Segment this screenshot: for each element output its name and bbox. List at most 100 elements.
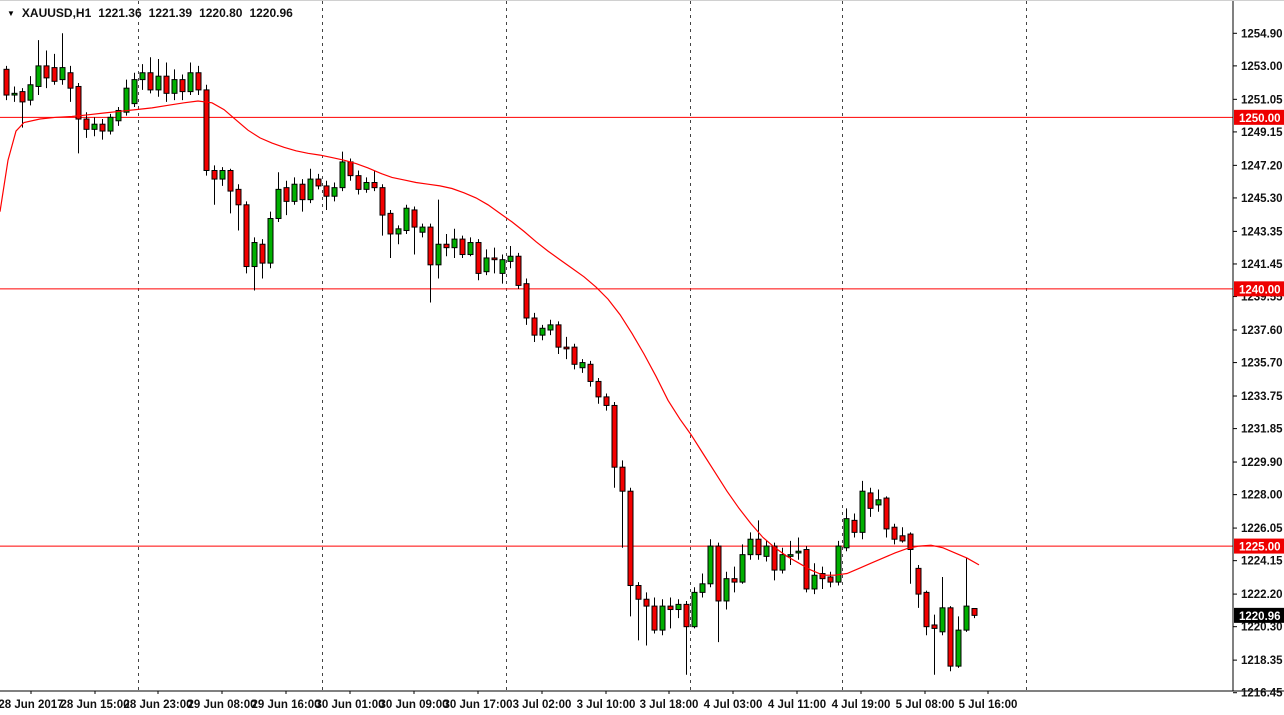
- y-axis-label: 1220.30: [1241, 622, 1283, 634]
- y-axis-label: 1245.30: [1241, 193, 1283, 205]
- symbol-name: XAUUSD,H1: [21, 6, 92, 20]
- y-axis-label: 1235.70: [1241, 358, 1283, 370]
- candle-bull: [699, 583, 706, 593]
- candle-bear: [67, 72, 74, 89]
- candle-bear: [235, 188, 242, 206]
- y-axis-label: 1237.60: [1241, 325, 1283, 337]
- candle-bear: [595, 380, 602, 398]
- candle-bear: [731, 578, 738, 583]
- candle-bull: [811, 574, 818, 590]
- candle-bull: [275, 188, 282, 220]
- candle-bear: [19, 91, 26, 103]
- y-axis-label: 1226.05: [1241, 523, 1283, 535]
- y-axis-label: 1253.00: [1241, 61, 1283, 73]
- candle-bull: [339, 161, 346, 189]
- y-axis-label: 1222.20: [1241, 589, 1283, 601]
- candle-bear: [379, 187, 386, 216]
- candle-bear: [683, 603, 690, 628]
- candle-bull: [499, 259, 506, 274]
- candle-bull: [787, 554, 794, 557]
- candle-bull: [451, 238, 458, 249]
- candle-bull: [107, 116, 114, 132]
- candle-bear: [915, 567, 922, 595]
- candle-bear: [627, 490, 634, 587]
- candle-bear: [315, 178, 322, 187]
- candle-bear: [427, 226, 434, 266]
- candle-bull: [955, 629, 962, 667]
- candle-bear: [283, 187, 290, 202]
- candle-bear: [587, 363, 594, 382]
- candle-bull: [59, 67, 66, 81]
- candle-bull: [547, 324, 554, 331]
- candle-bull: [875, 499, 882, 506]
- candle-bear: [195, 72, 202, 91]
- x-axis-label: 30 Jun 01:00: [315, 699, 384, 711]
- price-level-tag: [1234, 109, 1284, 125]
- price-tag-text: 1225.00: [1239, 542, 1281, 554]
- y-axis-label: 1233.75: [1241, 391, 1283, 403]
- candle-bear: [971, 608, 978, 616]
- candle-bull: [859, 490, 866, 533]
- candle-bull: [579, 362, 586, 369]
- x-axis-label: 30 Jun 09:00: [379, 699, 448, 711]
- candle-bear: [259, 243, 266, 264]
- candle-bear: [243, 204, 250, 268]
- candle-bear: [147, 72, 154, 91]
- candle-bull: [139, 72, 146, 81]
- y-axis-label: 1249.15: [1241, 127, 1283, 139]
- candle-bear: [867, 492, 874, 509]
- candle-bull: [747, 538, 754, 556]
- candle-bear: [211, 169, 218, 180]
- price-tag-text: 1220.96: [1239, 611, 1281, 623]
- candle-bear: [851, 519, 858, 533]
- x-axis-label: 3 Jul 18:00: [640, 699, 699, 711]
- x-axis-label: 28 Jun 23:00: [123, 699, 192, 711]
- price-level-tag: [1234, 538, 1284, 554]
- current-price-tag: [1234, 607, 1284, 623]
- price-tag-text: 1240.00: [1239, 284, 1281, 296]
- candle-bull: [779, 554, 786, 571]
- candle-bull: [331, 187, 338, 197]
- candle-bull: [707, 545, 714, 585]
- candle-bull: [155, 75, 162, 91]
- x-axis-label: 4 Jul 19:00: [832, 699, 891, 711]
- candle-bear: [523, 283, 530, 319]
- candle-bull: [659, 605, 666, 631]
- x-axis-label: 4 Jul 03:00: [704, 699, 763, 711]
- x-axis-label: 30 Jun 17:00: [443, 699, 512, 711]
- candle-bull: [739, 554, 746, 583]
- candle-bull: [115, 109, 122, 122]
- candle-bull: [267, 218, 274, 264]
- chart-title: ▼ XAUUSD,H1 1221.36 1221.39 1220.80 1220…: [7, 6, 300, 20]
- candle-bull: [963, 605, 970, 631]
- moving-average-line: [0, 100, 980, 576]
- bar-high: 1221.39: [148, 6, 193, 20]
- x-axis-label: 29 Jun 16:00: [251, 699, 320, 711]
- candle-bull: [27, 84, 34, 101]
- candle-bear: [771, 545, 778, 571]
- x-axis-label: 3 Jul 10:00: [577, 699, 636, 711]
- candle-bull: [187, 72, 194, 93]
- candle-bear: [411, 209, 418, 228]
- candle-bull: [939, 607, 946, 633]
- candle-bear: [803, 549, 810, 590]
- y-axis-label: 1243.35: [1241, 226, 1283, 238]
- candle-bull: [763, 545, 770, 557]
- x-axis-label: 5 Jul 08:00: [896, 699, 955, 711]
- y-axis-label: 1229.90: [1241, 457, 1283, 469]
- candle-bull: [843, 518, 850, 549]
- candle-bear: [571, 346, 578, 365]
- price-level-tag: [1234, 281, 1284, 297]
- candle-bull: [419, 226, 426, 233]
- candle-bear: [227, 169, 234, 192]
- candle-bull: [307, 178, 314, 201]
- candle-bull: [403, 207, 410, 232]
- candle-bear: [347, 161, 354, 177]
- candle-bear: [99, 123, 106, 132]
- candle-bear: [323, 185, 330, 197]
- candle-bull: [131, 79, 138, 105]
- y-axis-label: 1254.90: [1241, 28, 1283, 40]
- candle-bull: [123, 87, 130, 113]
